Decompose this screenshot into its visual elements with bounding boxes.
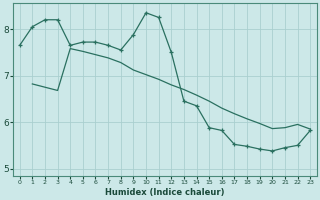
X-axis label: Humidex (Indice chaleur): Humidex (Indice chaleur) [105,188,225,197]
